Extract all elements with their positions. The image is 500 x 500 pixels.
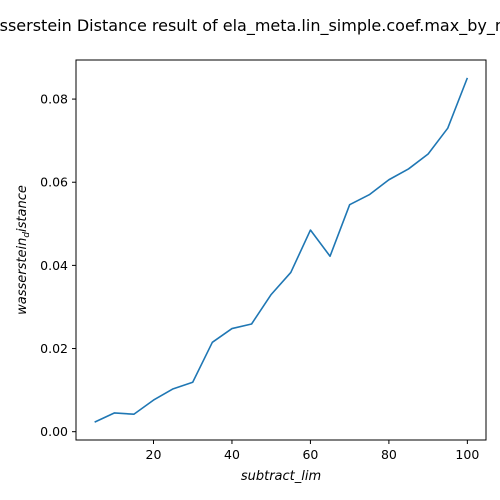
x-axis-ticks: 20 40 60 80 100 [146, 440, 479, 462]
y-tick-label: 0.06 [40, 175, 68, 190]
y-axis-label-rest: istance [15, 185, 30, 232]
x-tick-label: 100 [455, 447, 479, 462]
y-tick-label: 0.04 [40, 258, 68, 273]
x-tick-label: 60 [302, 447, 318, 462]
y-tick-label: 0.02 [40, 341, 68, 356]
y-tick-label: 0.08 [40, 92, 68, 107]
x-axis-label: subtract_lim [241, 469, 321, 484]
x-tick-label: 20 [146, 447, 162, 462]
chart-title: Wasserstein Distance result of ela_meta.… [0, 16, 500, 36]
x-tick-label: 80 [381, 447, 397, 462]
series-line [94, 77, 469, 423]
y-axis-label-main: wasserstein [15, 238, 30, 315]
y-axis-label: wassersteindistance [15, 185, 32, 315]
y-tick-label: 0.00 [40, 424, 68, 439]
y-axis-label-subscript: d [22, 232, 32, 238]
y-axis-ticks: 0.00 0.02 0.04 0.06 0.08 [40, 92, 76, 439]
x-tick-label: 40 [224, 447, 240, 462]
plot-area-frame [75, 59, 487, 441]
